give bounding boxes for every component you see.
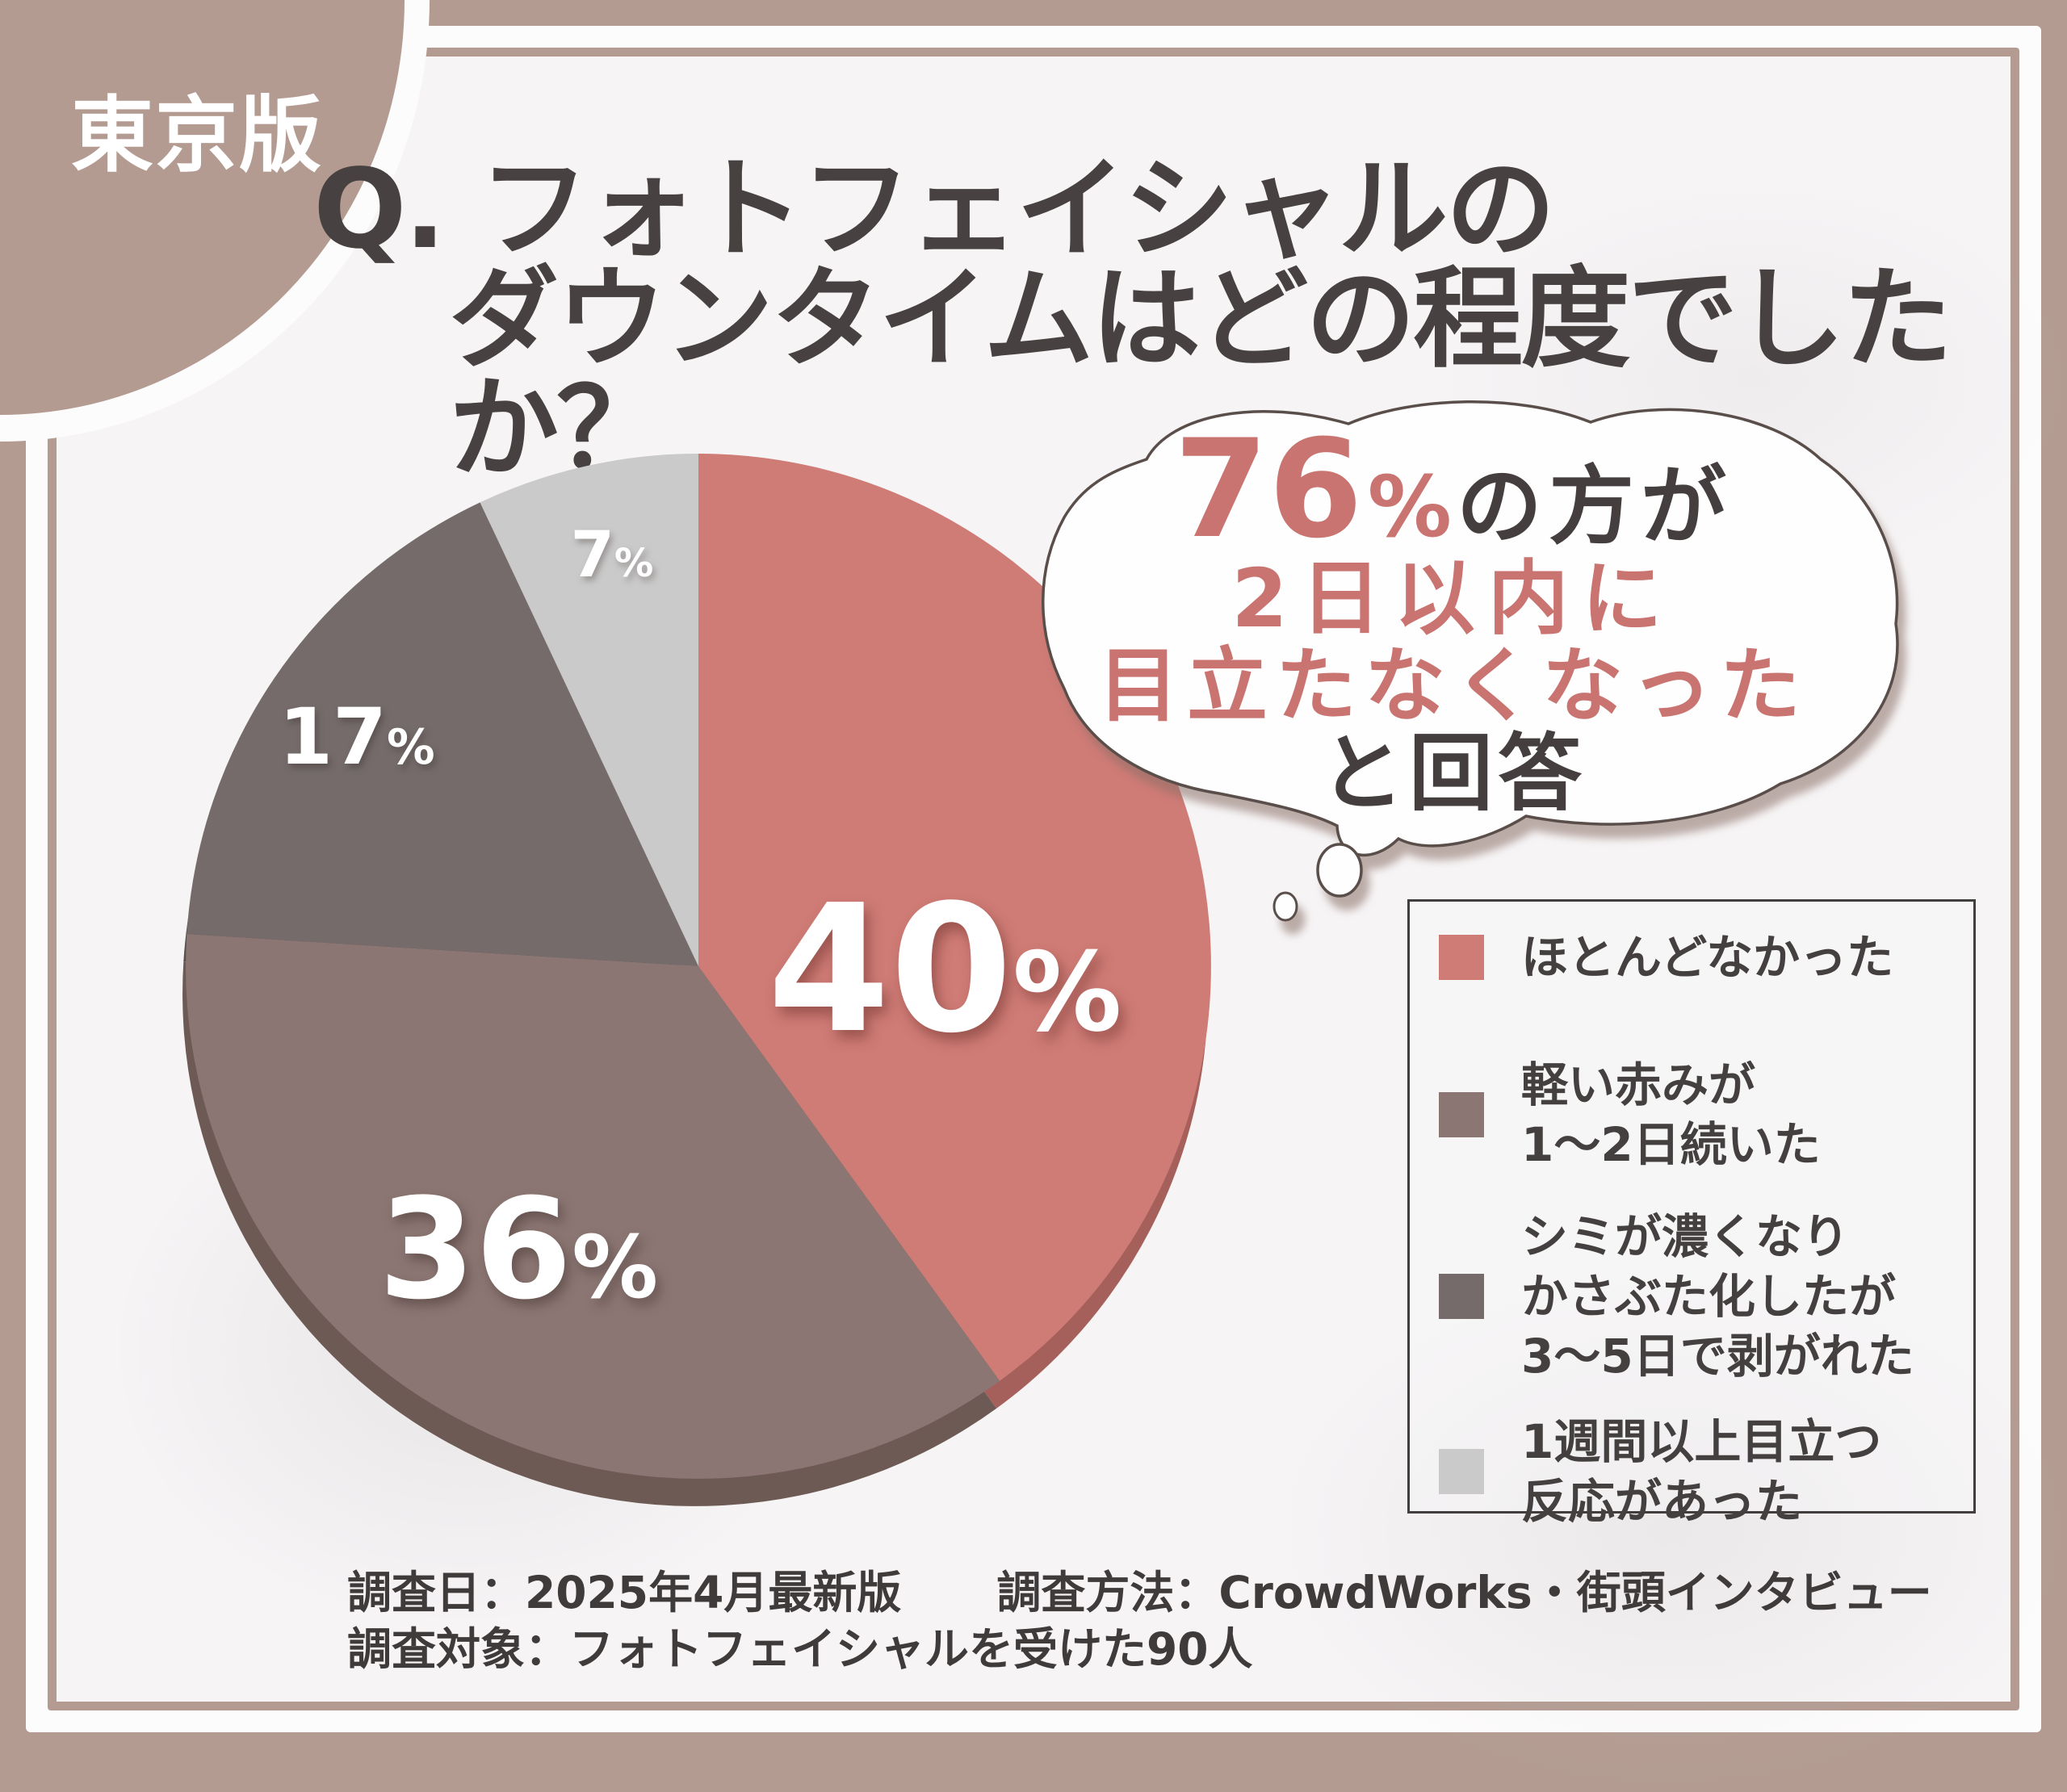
thought-bubble: [1042, 400, 1899, 922]
pie-slices: [186, 454, 1211, 1479]
pie-slice-isshukan-ijou: [480, 454, 698, 966]
bubble-line-2: 2日以内に: [1231, 551, 1675, 646]
legend-label-3: シミが濃くなり かさぶた化したが 3〜5日で剥がれた: [1521, 1209, 1914, 1384]
survey-method: 調査方法：CrowdWorks・街頭インタビュー: [996, 1567, 1932, 1618]
footer-line-1: 調査日：2025年4月最新版 調査方法：CrowdWorks・街頭インタビュー: [347, 1571, 1932, 1615]
legend-label-4: 1週間以上目立つ 反応があった: [1521, 1414, 1882, 1529]
legend-swatch-lightgray: [1439, 1449, 1484, 1494]
bubble-stat-line: 76 % の方が: [1050, 421, 1857, 557]
legend-item-2: 軽い赤みが 1〜2日続いた: [1439, 1055, 1821, 1174]
legend-item-4: 1週間以上目立つ 反応があった: [1439, 1412, 1881, 1531]
bubble-line-4: と回答: [1319, 724, 1587, 823]
legend: ほとんどなかった 軽い赤みが 1〜2日続いた シミが濃くなり かさぶた化したが …: [1407, 899, 1976, 1529]
pie-label-40: 40%: [767, 868, 1122, 1072]
bubble-stat-number: 76: [1174, 410, 1363, 568]
legend-swatch-mauve: [1439, 1092, 1484, 1137]
legend-label-1: ほとんどなかった: [1521, 930, 1894, 985]
pie-slice-karui-akami: [186, 934, 1000, 1479]
pie-label-36: 36%: [378, 1168, 659, 1330]
footer-line-2: 調査対象：フォトフェイシャルを受けた90人: [347, 1623, 1253, 1675]
survey-date: 調査日：2025年4月最新版: [347, 1567, 902, 1618]
pie-chart: [182, 454, 1211, 1506]
badge-tokyo-label: 東京版: [71, 88, 323, 184]
bubble-stat-percent: %: [1367, 458, 1452, 556]
pie-label-7: 7%: [570, 519, 654, 592]
legend-item-1: ほとんどなかった: [1439, 927, 1893, 987]
pie-label-17: 17%: [279, 692, 435, 782]
pie-slice-shimi-kasabuta: [187, 502, 699, 966]
legend-label-2: 軽い赤みが 1〜2日続いた: [1521, 1057, 1821, 1172]
legend-swatch-darkgray: [1439, 1274, 1484, 1319]
bubble-line-3: 目立たなくなった: [1098, 639, 1809, 733]
title-line-2: ダウンタイムはどの程度でしたか？: [449, 256, 1952, 493]
legend-swatch-red: [1439, 935, 1484, 980]
thought-bubble-dot-small: [1272, 891, 1298, 922]
thought-bubble-body: [1042, 400, 1899, 857]
title-line-1: Q. フォトフェイシャルの: [313, 146, 1556, 274]
thought-bubble-dot-large: [1316, 843, 1363, 898]
bubble-stat-suffix: の方が: [1457, 457, 1733, 556]
legend-item-3: シミが濃くなり かさぶた化したが 3〜5日で剥がれた: [1439, 1207, 1914, 1386]
